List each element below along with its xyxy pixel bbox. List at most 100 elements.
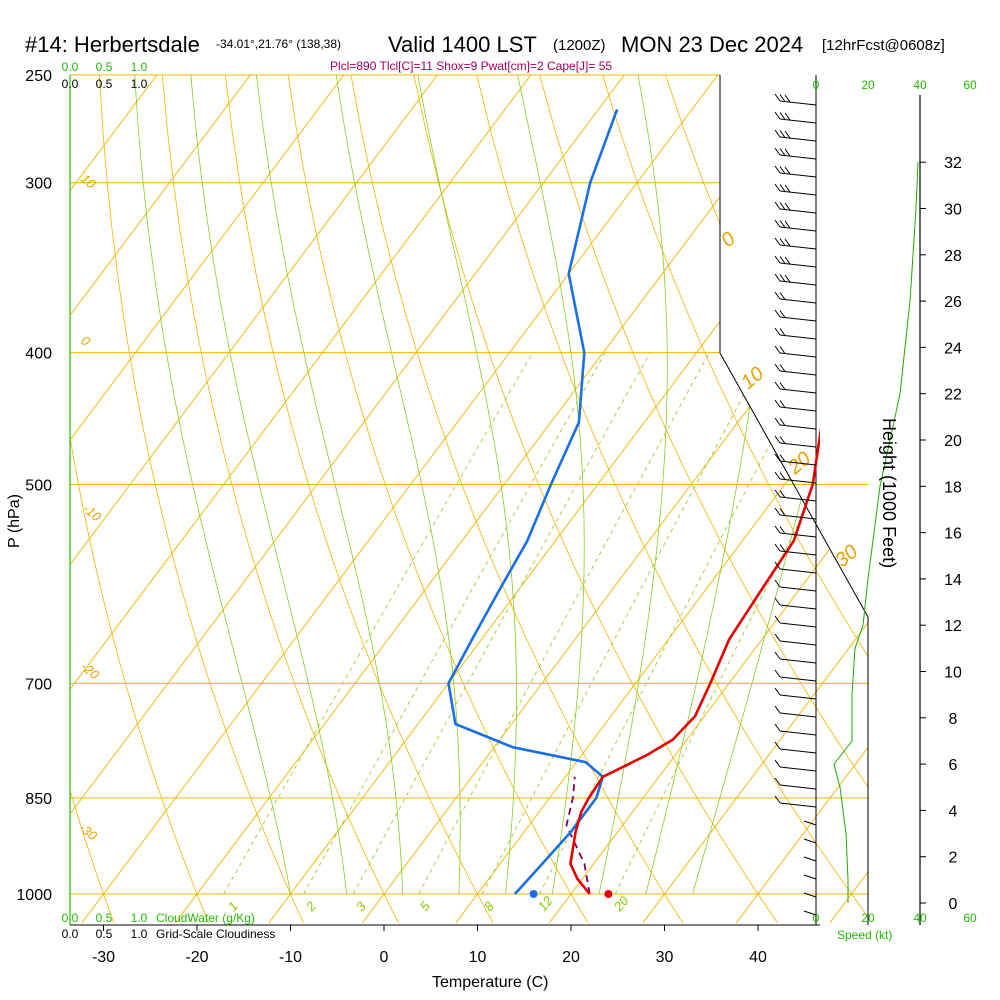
wind-barb	[774, 741, 817, 754]
cloudwater-bottom-tick: 0.0	[62, 911, 79, 925]
wind-barb-staff	[779, 766, 817, 772]
wind-barb-feather	[779, 274, 786, 282]
dry-adiabat-label: -10	[80, 501, 105, 525]
wind-barb-feather	[779, 490, 786, 498]
wind-barb-feather	[784, 130, 791, 139]
height-tick-22: 22	[944, 387, 962, 404]
mixing-ratio-label: 12	[535, 893, 556, 914]
wind-barb-feather	[784, 148, 791, 157]
x-axis-title: Temperature (C)	[432, 974, 548, 991]
isotherm-line	[362, 75, 868, 924]
wind-barb-staff	[779, 586, 817, 592]
wind-barb-feather	[779, 202, 786, 210]
dry-adiabat-line	[685, 75, 868, 924]
wind-barb	[774, 615, 817, 628]
valid-title: Valid 1400 LST	[388, 32, 537, 57]
wind-barb	[774, 183, 817, 196]
pressure-tick-400: 400	[25, 346, 52, 363]
wind-barb-feather	[779, 472, 786, 480]
wind-barb	[774, 165, 817, 178]
wind-barb	[774, 399, 817, 412]
height-tick-28: 28	[944, 248, 962, 265]
y-axis-title: P (hPa)	[6, 494, 23, 548]
dry-adiabat-line	[0, 0, 19, 923]
wind-barb-feather	[774, 687, 781, 696]
dry-adiabat-line	[449, 75, 868, 924]
dry-adiabat-label: 10	[78, 171, 99, 192]
wind-barb-staff	[779, 352, 817, 358]
wind-barb-feather	[779, 256, 786, 264]
moist-adiabat-label: 10	[737, 363, 768, 394]
surface-temperature-dot	[604, 890, 613, 898]
wind-barb-staff	[779, 784, 817, 790]
wind-barb	[774, 219, 817, 232]
wind-barb	[774, 561, 817, 574]
cloudwater-title: CloudWater (g/Kg)	[156, 911, 255, 925]
pressure-tick-700: 700	[25, 676, 52, 693]
speed-bottom-tick: 40	[913, 911, 927, 925]
wind-barb-feather	[779, 526, 786, 534]
speed-top-tick: 40	[913, 78, 927, 92]
wind-barb-staff	[803, 856, 817, 862]
wind-barb	[774, 543, 817, 556]
height-tick-2: 2	[949, 850, 958, 867]
wind-barb-staff	[779, 460, 817, 466]
isotherm-line	[736, 75, 868, 924]
wind-barb-feather	[774, 147, 781, 156]
dry-adiabat-line	[331, 75, 684, 924]
cloudwater-top-tick: 1.0	[131, 60, 148, 74]
wind-barb-feather	[774, 345, 781, 354]
wind-barb-feather	[774, 705, 781, 714]
wind-barb	[774, 507, 817, 520]
wind-barb-feather	[779, 418, 786, 426]
wind-barb-staff	[779, 172, 817, 178]
wind-barb-feather	[774, 777, 781, 786]
wind-barb-staff	[779, 334, 817, 340]
temp-tick-40: 40	[749, 949, 767, 966]
wind-barb-feather	[774, 651, 781, 660]
wind-barb	[774, 345, 817, 358]
dry-adiabat-label: 0	[78, 333, 94, 350]
wind-barb-staff	[803, 874, 817, 880]
mixing-ratio-label: 2	[302, 898, 319, 915]
wind-barb-feather	[774, 741, 781, 750]
wind-barb-feather	[784, 94, 791, 103]
wind-barb	[774, 363, 817, 376]
dry-adiabat-line	[154, 75, 399, 923]
pressure-tick-250: 250	[25, 68, 52, 85]
wind-barb-feather	[784, 202, 791, 211]
wind-barb	[774, 633, 817, 646]
wind-barb	[774, 435, 817, 448]
wind-barb-feather	[774, 435, 781, 444]
plot-right-boundary	[719, 75, 869, 925]
wind-barb-feather	[784, 238, 791, 247]
wind-barb	[774, 327, 817, 340]
wind-barb-staff	[779, 424, 817, 430]
isotherm-line	[268, 75, 868, 924]
height-tick-24: 24	[944, 340, 962, 357]
dry-adiabat-line	[626, 75, 868, 924]
wind-barb-staff	[779, 208, 817, 214]
temp-tick--30: -30	[92, 949, 115, 966]
wind-barb-feather	[779, 184, 786, 192]
wind-barb-feather	[779, 112, 786, 120]
cloudiness-title: Grid-Scale Cloudiness	[156, 927, 275, 941]
wind-barb	[774, 309, 817, 322]
wind-barb	[774, 525, 817, 538]
wind-barb-feather	[774, 633, 781, 642]
speed-bottom-tick: 60	[963, 911, 977, 925]
moist-adiabat-line	[417, 75, 517, 895]
isotherm-line	[829, 75, 868, 924]
wind-barb	[774, 93, 817, 106]
wind-barb-feather	[779, 382, 786, 390]
wind-barb	[774, 129, 817, 142]
wind-barb-feather	[779, 400, 786, 408]
mixing-ratio-label: 3	[353, 898, 370, 914]
wind-barb-feather	[779, 346, 786, 354]
wind-barb-feather	[779, 166, 786, 174]
coords-label: -34.01°,21.76° (138,38)	[216, 37, 341, 51]
wind-barb-staff	[779, 280, 817, 286]
wind-barb-staff	[779, 136, 817, 142]
wind-barb	[774, 417, 817, 430]
wind-barb-staff	[803, 838, 817, 844]
